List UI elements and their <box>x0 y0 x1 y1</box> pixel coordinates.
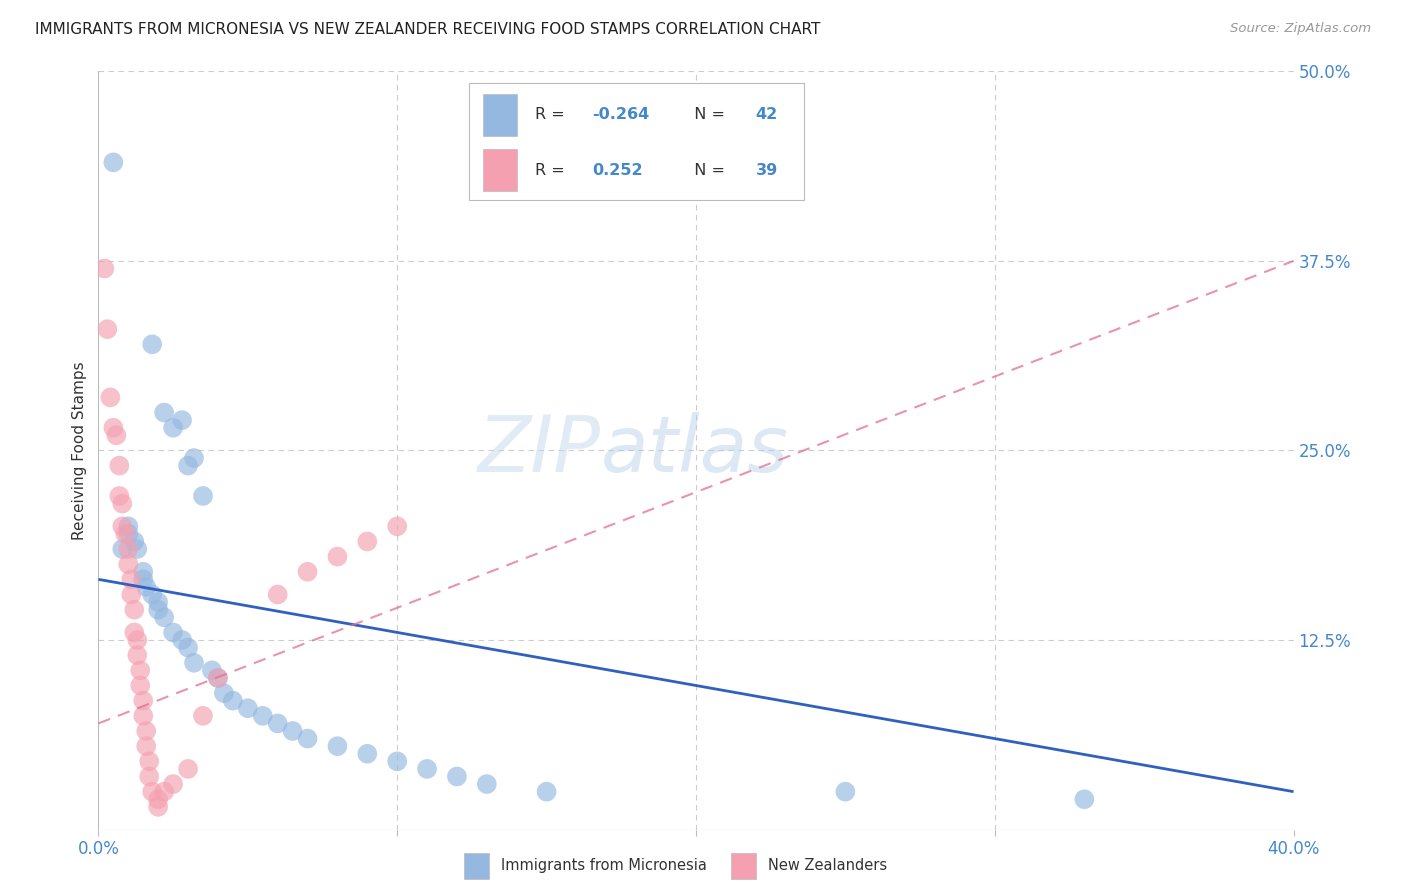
Point <box>124 625 146 640</box>
Point <box>132 708 155 723</box>
Point <box>138 769 160 784</box>
Text: IMMIGRANTS FROM MICRONESIA VS NEW ZEALANDER RECEIVING FOOD STAMPS CORRELATION CH: IMMIGRANTS FROM MICRONESIA VS NEW ZEALAN… <box>35 22 821 37</box>
Point <box>162 421 184 435</box>
Point <box>326 739 349 753</box>
Point <box>135 580 157 594</box>
Point <box>536 785 558 799</box>
Text: New Zealanders: New Zealanders <box>768 858 887 873</box>
Point <box>212 686 235 700</box>
Point <box>267 588 290 602</box>
Point <box>129 664 152 678</box>
Point <box>356 747 378 761</box>
Point <box>416 762 439 776</box>
Point <box>207 671 229 685</box>
Point <box>120 573 142 587</box>
Text: atlas: atlas <box>600 412 789 489</box>
Point <box>183 656 205 670</box>
Point <box>127 648 149 662</box>
Point <box>132 694 155 708</box>
FancyBboxPatch shape <box>470 83 804 201</box>
Point <box>207 671 229 685</box>
Point <box>385 755 409 769</box>
Point <box>281 724 304 739</box>
Point <box>1073 792 1095 806</box>
Point <box>475 777 498 791</box>
Point <box>148 792 170 806</box>
Point <box>108 458 131 473</box>
Point <box>132 565 155 579</box>
Point <box>148 595 170 609</box>
Point <box>124 534 146 549</box>
Point <box>129 678 152 692</box>
Point <box>834 785 856 799</box>
Point <box>141 337 163 351</box>
Point <box>117 519 139 533</box>
Point <box>127 542 149 557</box>
Point <box>297 565 319 579</box>
Point <box>177 458 200 473</box>
Text: N =: N = <box>685 163 730 178</box>
Text: R =: R = <box>534 163 575 178</box>
Point <box>183 451 205 466</box>
Text: 39: 39 <box>756 163 778 178</box>
Point <box>177 640 200 655</box>
Point <box>177 762 200 776</box>
Point <box>172 413 194 427</box>
Point <box>103 155 125 169</box>
Point <box>111 496 134 510</box>
Point <box>446 769 468 784</box>
Point <box>162 625 184 640</box>
Point <box>124 603 146 617</box>
Text: ZIP: ZIP <box>478 412 600 489</box>
Point <box>153 610 176 624</box>
Point <box>148 603 170 617</box>
Point <box>105 428 128 442</box>
Point <box>162 777 184 791</box>
Point <box>120 588 142 602</box>
Point <box>201 664 224 678</box>
Point <box>111 519 134 533</box>
Point <box>96 322 118 336</box>
Point <box>98 391 122 405</box>
Text: 42: 42 <box>756 107 778 122</box>
Point <box>297 731 319 746</box>
Text: R =: R = <box>534 107 569 122</box>
Point <box>236 701 259 715</box>
Point <box>356 534 378 549</box>
Point <box>108 489 131 503</box>
Point <box>191 708 214 723</box>
Point <box>141 588 163 602</box>
Point <box>191 489 214 503</box>
Y-axis label: Receiving Food Stamps: Receiving Food Stamps <box>72 361 87 540</box>
Point <box>141 785 163 799</box>
Point <box>385 519 409 533</box>
Point <box>222 694 245 708</box>
Point <box>267 716 290 731</box>
Point <box>103 421 125 435</box>
Point <box>172 633 194 648</box>
Text: -0.264: -0.264 <box>592 107 650 122</box>
Point <box>138 755 160 769</box>
FancyBboxPatch shape <box>484 149 517 191</box>
Text: Immigrants from Micronesia: Immigrants from Micronesia <box>501 858 706 873</box>
Text: Source: ZipAtlas.com: Source: ZipAtlas.com <box>1230 22 1371 36</box>
Point <box>326 549 349 564</box>
Point <box>127 633 149 648</box>
Point <box>135 739 157 753</box>
Point <box>252 708 274 723</box>
Point <box>117 557 139 572</box>
Point <box>117 542 139 557</box>
Point <box>117 526 139 541</box>
Point <box>153 405 176 420</box>
FancyBboxPatch shape <box>484 94 517 136</box>
Point <box>132 573 155 587</box>
Point <box>148 800 170 814</box>
Text: 0.252: 0.252 <box>592 163 643 178</box>
Point <box>93 261 115 276</box>
Point <box>114 526 136 541</box>
Point <box>153 785 176 799</box>
Point <box>111 542 134 557</box>
Text: N =: N = <box>685 107 730 122</box>
Point <box>135 724 157 739</box>
